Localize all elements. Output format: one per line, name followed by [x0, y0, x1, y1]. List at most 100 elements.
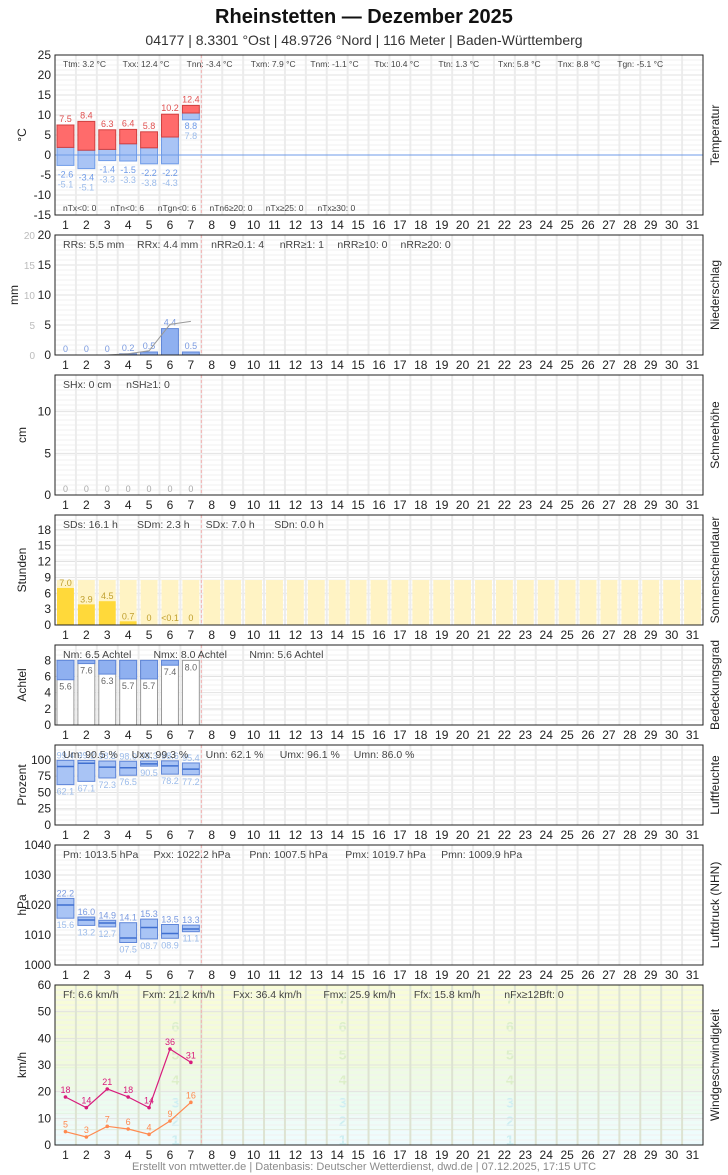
x-tick-label: 29 [644, 218, 658, 232]
x-tick-label: 14 [331, 218, 345, 232]
x-tick-label: 17 [393, 728, 407, 742]
svg-text:SDx: 7.0 h: SDx: 7.0 h [206, 519, 255, 531]
x-tick-label: 15 [351, 628, 365, 642]
svg-text:Pmn: 1009.9 hPa: Pmn: 1009.9 hPa [441, 849, 522, 861]
possible-sunshine-bar [600, 580, 618, 625]
y-axis-label: cm [15, 427, 29, 443]
y-tick-label: 0 [44, 618, 51, 632]
x-tick-label: 5 [146, 218, 153, 232]
svg-text:98.3: 98.3 [98, 751, 116, 761]
x-tick-label: 30 [665, 728, 679, 742]
svg-text:0: 0 [188, 484, 193, 494]
x-tick-label: 31 [686, 828, 700, 842]
x-tick-label: 3 [104, 218, 111, 232]
x-tick-label: 10 [247, 968, 261, 982]
x-tick-label: 31 [686, 1148, 700, 1162]
x-tick-label: 7 [188, 968, 195, 982]
svg-text:-5.1: -5.1 [58, 179, 74, 189]
svg-text:-5.1: -5.1 [79, 183, 95, 193]
svg-text:7.4: 7.4 [164, 667, 177, 677]
x-tick-label: 12 [289, 828, 303, 842]
x-tick-label: 25 [560, 828, 574, 842]
svg-text:8.4: 8.4 [80, 110, 93, 120]
x-tick-label: 9 [229, 1148, 236, 1162]
y-tick-label: 15 [38, 258, 52, 272]
svg-text:nSH≥1: 0: nSH≥1: 0 [126, 379, 170, 391]
svg-text:Um: 90.5 %: Um: 90.5 % [63, 749, 118, 761]
x-tick-label: 29 [644, 728, 658, 742]
y-tick-label: 18 [38, 523, 52, 537]
x-tick-label: 22 [498, 1148, 512, 1162]
x-tick-label: 15 [351, 218, 365, 232]
svg-text:14: 14 [81, 1096, 91, 1106]
svg-text:14: 14 [144, 1096, 154, 1106]
x-tick-label: 3 [104, 628, 111, 642]
x-tick-label: 10 [247, 218, 261, 232]
x-tick-label: 15 [351, 498, 365, 512]
x-tick-label: 1 [62, 1148, 69, 1162]
svg-text:Nmn: 5.6 Achtel: Nmn: 5.6 Achtel [249, 649, 323, 661]
x-tick-label: 5 [146, 358, 153, 372]
station-info: 04177 | 8.3301 °Ost | 48.9726 °Nord | 11… [145, 32, 583, 48]
x-tick-label: 6 [167, 1148, 174, 1162]
svg-text:nRR≥0.1: 4: nRR≥0.1: 4 [211, 239, 264, 251]
possible-sunshine-bar [495, 580, 513, 625]
possible-sunshine-bar [621, 580, 639, 625]
svg-text:nTx≥30: 0: nTx≥30: 0 [317, 203, 355, 213]
svg-text:0: 0 [167, 484, 172, 494]
x-tick-label: 8 [208, 628, 215, 642]
y-tick-label: 9 [44, 570, 51, 584]
x-tick-label: 3 [104, 828, 111, 842]
y-tick-label: 10 [38, 405, 52, 419]
y-tick-label: 0 [44, 718, 51, 732]
x-tick-label: 17 [393, 628, 407, 642]
x-tick-label: 16 [372, 218, 386, 232]
y-tick-label: 5 [44, 446, 51, 460]
y-axis-label: °C [15, 128, 29, 142]
possible-sunshine-bar [203, 580, 221, 625]
x-tick-label: 18 [414, 828, 428, 842]
x-tick-label: 20 [456, 1148, 470, 1162]
svg-text:Pxx: 1022.2 hPa: Pxx: 1022.2 hPa [153, 849, 230, 861]
svg-text:Tnm: -1.1 °C: Tnm: -1.1 °C [310, 59, 358, 69]
y-tick-label: 5 [44, 128, 51, 142]
pressure-bar [56, 897, 75, 919]
x-tick-label: 9 [229, 728, 236, 742]
x-tick-label: 13 [310, 358, 324, 372]
svg-text:0: 0 [147, 484, 152, 494]
svg-text:Nm: 6.5 Achtel: Nm: 6.5 Achtel [63, 649, 131, 661]
x-tick-label: 4 [125, 498, 132, 512]
x-tick-label: 14 [331, 828, 345, 842]
x-tick-label: 24 [540, 628, 554, 642]
svg-text:-2.2: -2.2 [162, 168, 178, 178]
beaufort-label: 7 [339, 990, 347, 1006]
x-tick-label: 26 [581, 968, 595, 982]
svg-text:Umn: 86.0 %: Umn: 86.0 % [354, 749, 415, 761]
x-tick-label: 18 [414, 628, 428, 642]
svg-text:Uxx: 99.3 %: Uxx: 99.3 % [132, 749, 189, 761]
panel-title: Sonnenscheindauer [708, 517, 722, 624]
tmax-bar [140, 131, 159, 149]
x-tick-label: 11 [268, 628, 281, 642]
x-tick-label: 3 [104, 968, 111, 982]
x-tick-label: 25 [560, 498, 574, 512]
possible-sunshine-bar [224, 580, 242, 625]
svg-text:14.9: 14.9 [98, 910, 116, 920]
svg-text:15: 15 [24, 261, 36, 272]
x-tick-label: 31 [686, 498, 700, 512]
x-tick-label: 4 [125, 218, 132, 232]
svg-text:Ttn: 1.3 °C: Ttn: 1.3 °C [438, 59, 479, 69]
x-tick-label: 13 [310, 1148, 324, 1162]
x-tick-label: 30 [665, 968, 679, 982]
x-tick-label: 25 [560, 1148, 574, 1162]
beaufort-label: 3 [172, 1094, 180, 1110]
x-tick-label: 22 [498, 828, 512, 842]
y-tick-label: 10 [38, 1111, 52, 1125]
svg-text:6.3: 6.3 [101, 676, 114, 686]
panel-title: Luftdruck (NHN) [708, 862, 722, 949]
y-tick-label: 0 [44, 348, 51, 362]
x-tick-label: 30 [665, 218, 679, 232]
panel-title: Temperatur [708, 105, 722, 166]
x-tick-label: 5 [146, 498, 153, 512]
x-tick-label: 2 [83, 728, 90, 742]
